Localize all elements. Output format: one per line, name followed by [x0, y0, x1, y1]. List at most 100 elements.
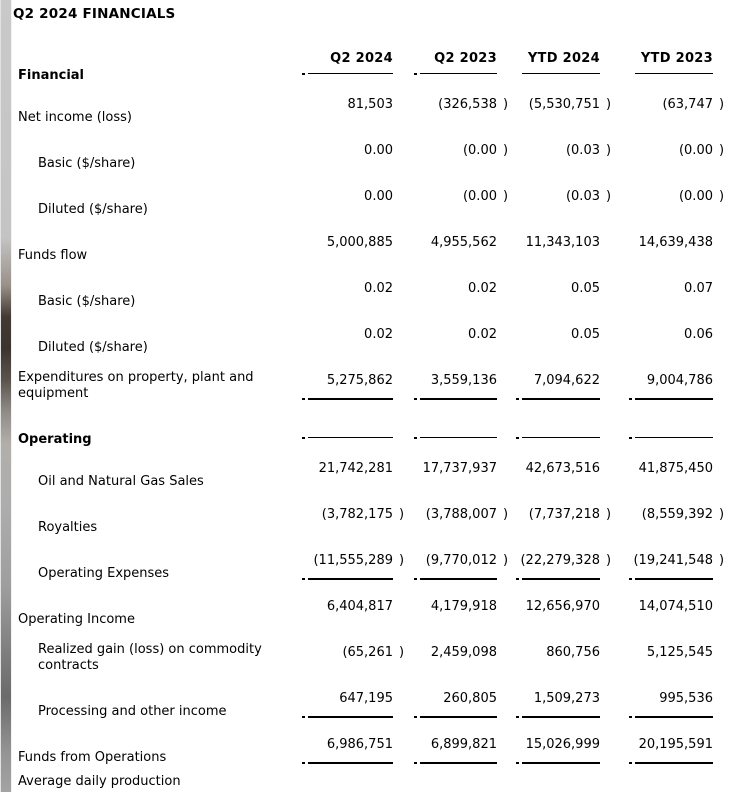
row-label: Oil and Natural Gas Sales — [38, 474, 204, 489]
negative-close-paren: ) — [503, 189, 509, 204]
value-cell: 11,343,103 — [525, 235, 600, 250]
negative-close-paren: ) — [719, 553, 725, 568]
value-cell — [302, 416, 393, 439]
value-cell: 21,742,281 — [318, 461, 393, 476]
value-cell: 41,875,450 — [638, 461, 713, 476]
row-label: Expenditures on property, plant and equi… — [18, 370, 254, 401]
negative-close-paren: ) — [719, 507, 725, 522]
row-label: Royalties — [38, 520, 98, 535]
negative-close-paren: ) — [606, 97, 612, 112]
row-label: Average daily production — [18, 774, 181, 789]
value-cell: (0.03) — [565, 143, 612, 158]
table-row: Realized gain (loss) on commodity contra… — [0, 634, 741, 680]
value-cell: (3,788,007) — [425, 507, 509, 522]
value-cell: 4,179,918 — [430, 599, 497, 614]
table-row: Royalties (3,782,175) (3,788,007) (7,737,21… — [0, 496, 741, 542]
value-cell: 5,000,885 — [326, 235, 393, 250]
table-row: Diluted ($/share) 0.02 0.02 0.05 0.06 — [0, 316, 741, 362]
value-cell: 0.00 — [364, 143, 393, 158]
value-cell: 5,275,862 — [302, 373, 393, 400]
negative-close-paren: ) — [399, 507, 405, 522]
value-cell: 0.02 — [364, 327, 393, 342]
table-row: Operating Income 6,404,817 4,179,918 12,656… — [0, 588, 741, 634]
value-cell: 9,004,786 — [629, 373, 713, 400]
page-title: Q2 2024 FINANCIALS — [13, 6, 176, 22]
value-cell: 7,094,622 — [516, 373, 600, 400]
negative-close-paren: ) — [503, 143, 509, 158]
row-label: Basic ($/share) — [38, 156, 136, 171]
table-header-row: Financial Q2 2024 Q2 2023 YTD 2024 YTD 2… — [0, 32, 741, 83]
row-label: Processing and other income — [38, 704, 227, 719]
table-row: Basic ($/share) 0.00 (0.00) (0.03) (0.00) — [0, 132, 741, 178]
value-cell: (9,770,012) — [414, 553, 508, 580]
table-row: Diluted ($/share) 0.00 (0.00) (0.03) (0.00) — [0, 178, 741, 224]
table-row: Processing and other income 647,195 260,80… — [0, 680, 741, 726]
value-cell: 860,756 — [546, 645, 600, 660]
value-cell: (0.03) — [565, 189, 612, 204]
value-cell: 995,536 — [629, 691, 713, 718]
row-label: Net income (loss) — [18, 110, 132, 125]
value-cell: (19,241,548) — [629, 553, 724, 580]
value-cell: 260,805 — [414, 691, 497, 718]
value-cell: (65,261) — [342, 645, 405, 660]
negative-close-paren: ) — [719, 143, 725, 158]
value-cell: 81,503 — [347, 97, 394, 112]
value-cell: 0.05 — [571, 281, 600, 296]
row-label: Diluted ($/share) — [38, 340, 148, 355]
value-cell: (0.00) — [462, 143, 509, 158]
table-row: Funds flow 5,000,885 4,955,562 11,343,103 14… — [0, 224, 741, 270]
value-cell: (8,559,392) — [641, 507, 725, 522]
row-header-label: Financial — [18, 68, 85, 83]
table-row: Operating Expenses (11,555,289) (9,770,012… — [0, 542, 741, 588]
table-row: Funds from Operations 6,986,751 6,899,821 1… — [0, 726, 741, 772]
column-header-q2-2024: Q2 2024 — [302, 51, 393, 75]
negative-close-paren: ) — [503, 507, 509, 522]
value-cell: 0.05 — [571, 327, 600, 342]
value-cell: 6,404,817 — [326, 599, 393, 614]
value-cell: (11,555,289) — [302, 553, 404, 580]
value-cell: (0.00) — [462, 189, 509, 204]
value-cell: 12,656,970 — [525, 599, 600, 614]
negative-close-paren: ) — [503, 97, 509, 112]
value-cell: 5,125,545 — [646, 645, 713, 660]
value-cell: 3,559,136 — [414, 373, 497, 400]
table-row: Basic ($/share) 0.02 0.02 0.05 0.07 — [0, 270, 741, 316]
value-cell: 0.02 — [364, 281, 393, 296]
value-cell: 0.02 — [468, 281, 497, 296]
negative-close-paren: ) — [503, 553, 509, 568]
row-label: Realized gain (loss) on commodity contra… — [38, 642, 262, 673]
table-row: Net income (loss) 81,503 (326,538) (5,530,7… — [0, 86, 741, 132]
value-cell: (326,538) — [438, 97, 509, 112]
value-cell: (22,279,328) — [516, 553, 611, 580]
table-row: Oil and Natural Gas Sales 21,742,281 17,73… — [0, 450, 741, 496]
value-cell: 647,195 — [302, 691, 393, 718]
value-cell — [516, 416, 600, 439]
value-cell: 0.02 — [468, 327, 497, 342]
section-header-row: Operating — [0, 408, 741, 450]
page-edge-strip — [0, 0, 12, 792]
negative-close-paren: ) — [606, 507, 612, 522]
value-cell: (0.00) — [678, 143, 725, 158]
value-cell: 17,737,937 — [422, 461, 497, 476]
value-cell: (3,782,175) — [321, 507, 405, 522]
financial-table: Net income (loss) 81,503 (326,538) (5,530,7… — [0, 86, 741, 798]
negative-close-paren: ) — [606, 189, 612, 204]
negative-close-paren: ) — [719, 97, 725, 112]
negative-close-paren: ) — [606, 143, 612, 158]
value-cell: 0.00 — [364, 189, 393, 204]
row-label: Funds flow — [18, 248, 88, 263]
negative-close-paren: ) — [399, 553, 405, 568]
column-header-ytd-2024: YTD 2024 — [522, 51, 600, 74]
value-cell: 15,026,999 — [516, 737, 600, 764]
value-cell: 14,074,510 — [638, 599, 713, 614]
value-cell: 14,639,438 — [638, 235, 713, 250]
negative-close-paren: ) — [399, 645, 405, 660]
row-label: Operating Income — [18, 612, 135, 627]
value-cell: (5,530,751) — [528, 97, 612, 112]
value-cell: (7,737,218) — [528, 507, 612, 522]
value-cell: (0.00) — [678, 189, 725, 204]
column-header-q2-2023: Q2 2023 — [414, 51, 497, 75]
value-cell — [629, 416, 713, 439]
table-row: Average daily production — [0, 772, 741, 798]
negative-close-paren: ) — [719, 189, 725, 204]
